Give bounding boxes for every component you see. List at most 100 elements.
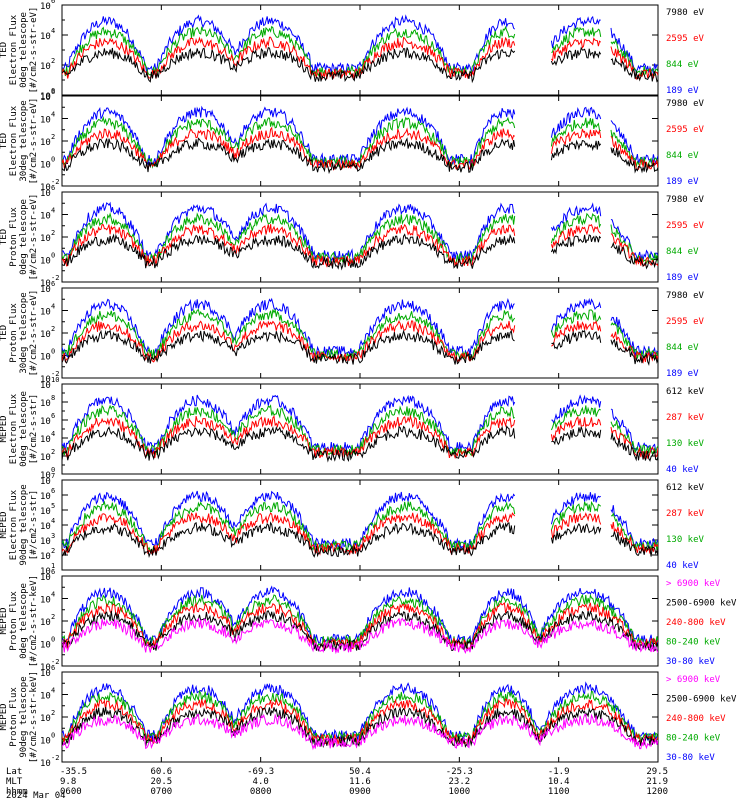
y-tick-exponent: 4	[51, 27, 55, 35]
legend-label: 844 eV	[666, 151, 699, 161]
time-tick-label: 23.2	[448, 777, 470, 787]
legend-label: 7980 eV	[666, 99, 705, 109]
series-trace	[62, 329, 658, 367]
date-label: 2024 Mar 04	[6, 791, 66, 800]
y-tick-label: 10	[40, 279, 51, 289]
y-tick-label: 10	[40, 257, 51, 267]
series-trace	[62, 490, 658, 551]
y-tick-label: 10	[40, 93, 51, 103]
panel-traces	[62, 201, 658, 271]
legend-label: 844 eV	[666, 60, 699, 70]
series-trace	[62, 46, 658, 84]
y-tick-exponent: 6	[51, 184, 55, 192]
y-axis-label-line: MEPED	[0, 607, 9, 634]
y-axis-label-line: TED	[0, 229, 9, 245]
y-tick-label: 10	[40, 435, 51, 445]
time-tick-label: 1000	[448, 787, 470, 797]
y-axis-label-line: [#/cm2-s-str-eV]	[29, 290, 39, 377]
y-tick-exponent: 2	[51, 613, 55, 621]
y-tick-exponent: 2	[51, 133, 55, 141]
y-tick-label: 10	[40, 138, 51, 148]
panel-traces	[62, 394, 658, 463]
time-tick-label: 20.5	[150, 777, 172, 787]
y-tick-label: 10	[40, 669, 51, 679]
y-tick-exponent: -2	[51, 370, 59, 378]
y-tick-exponent: -2	[51, 658, 59, 666]
panel-traces	[62, 490, 658, 559]
legend-label: 130 keV	[666, 535, 705, 545]
y-tick-exponent: 2	[51, 57, 55, 65]
legend-label: 844 eV	[666, 247, 699, 257]
y-tick-exponent: 0	[51, 156, 55, 164]
y-axis-label-line: Electron Flux	[9, 14, 19, 85]
y-tick-label: 10	[40, 116, 51, 126]
y-tick-label: 10	[40, 596, 51, 606]
y-tick-exponent: 2	[51, 325, 55, 333]
y-tick-exponent: 6	[51, 664, 55, 672]
series-trace	[62, 706, 658, 749]
series-trace	[62, 617, 658, 655]
y-tick-exponent: 4	[51, 430, 55, 438]
legend-label: 240-800 keV	[666, 618, 726, 628]
series-trace	[62, 697, 658, 747]
y-axis-label: MEPEDElectron Flux0deg telescope[#/cm2-s…	[0, 391, 39, 467]
y-tick-exponent: 0	[51, 87, 55, 95]
y-tick-exponent: 6	[51, 88, 55, 96]
y-tick-exponent: 3	[51, 532, 55, 540]
time-tick-label: 0600	[60, 787, 82, 797]
y-axis-label: MEPEDProton Flux0deg telescope[#/cm2-s-s…	[0, 575, 39, 667]
y-tick-exponent: 5	[51, 502, 55, 510]
y-tick-exponent: 4	[51, 591, 55, 599]
time-row-label: MLT	[6, 777, 23, 787]
panel-traces	[62, 585, 658, 655]
legend-label: 2595 eV	[666, 317, 705, 327]
y-axis-label-line: Electron Flux	[9, 393, 19, 464]
time-tick-label: -69.3	[247, 767, 274, 777]
panel-traces	[62, 681, 658, 751]
y-axis-label-line: TED	[0, 42, 9, 58]
legend-label: 30-80 keV	[666, 657, 715, 667]
y-axis-label: TEDProton Flux0deg telescope[#/cm2-s-str…	[0, 194, 39, 281]
y-axis-label-line: 0deg telescope	[19, 199, 29, 275]
y-tick-exponent: -2	[51, 274, 59, 282]
y-axis-label-line: TED	[0, 133, 9, 149]
y-axis-label-line: MEPED	[0, 415, 9, 442]
y-tick-label: 10	[40, 641, 51, 651]
y-axis-label-line: Proton Flux	[9, 303, 19, 363]
legend-label: 189 eV	[666, 273, 699, 283]
y-tick-label: 10	[40, 285, 51, 295]
legend-label: > 6900 keV	[666, 675, 721, 685]
time-tick-label: -35.5	[60, 767, 87, 777]
y-tick-label: 10	[40, 381, 51, 391]
panel-traces	[62, 297, 658, 367]
y-tick-label: 10	[40, 183, 51, 193]
y-tick-exponent: 4	[51, 517, 55, 525]
y-tick-exponent: 6	[51, 487, 55, 495]
legend-label: 240-800 keV	[666, 714, 726, 724]
legend-label: 40 keV	[666, 561, 699, 571]
legend-label: 612 keV	[666, 483, 705, 493]
y-axis-label-line: Electron Flux	[9, 105, 19, 176]
time-row-label: hhmm	[6, 787, 28, 797]
panel-frame	[61, 4, 659, 96]
y-tick-label: 10	[40, 375, 51, 385]
legend-label: 30-80 keV	[666, 753, 715, 763]
time-tick-label: 4.0	[253, 777, 269, 787]
y-tick-label: 10	[40, 32, 51, 42]
legend-label: 7980 eV	[666, 291, 705, 301]
y-tick-label: 10	[40, 759, 51, 769]
y-tick-label: 10	[40, 507, 51, 517]
series-trace	[62, 116, 658, 169]
legend-label: 2595 eV	[666, 125, 705, 135]
time-tick-label: -1.9	[548, 767, 570, 777]
y-tick-exponent: 10	[51, 376, 59, 384]
series-trace	[62, 425, 658, 463]
time-tick-label: 60.6	[150, 767, 172, 777]
y-axis-label: TEDProton Flux30deg telescope[#/cm2-s-st…	[0, 290, 39, 377]
time-tick-label: -25.3	[446, 767, 473, 777]
